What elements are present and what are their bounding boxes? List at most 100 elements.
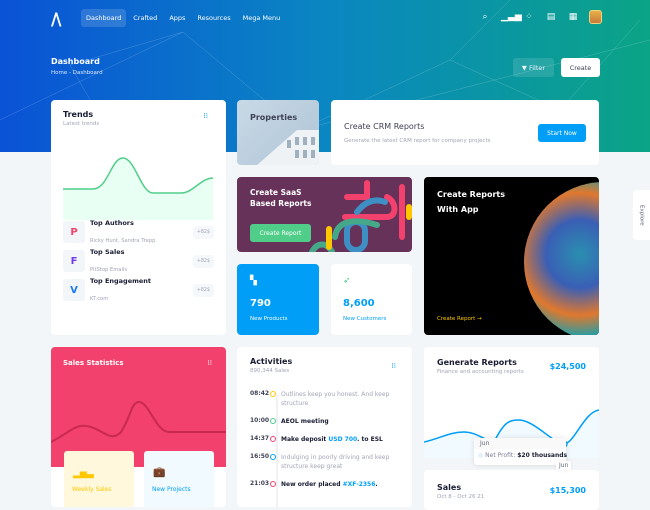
- nav-crafted[interactable]: Crafted: [133, 14, 158, 22]
- saas-card: Create SaaS Based Reports Create Report: [237, 177, 412, 252]
- generate-reports-card: Generate Reports Finance and accounting …: [424, 347, 599, 470]
- customers-label: New Customers: [343, 316, 387, 322]
- sales-statistics-card: Sales Statistics ⁞⁞ ▂▅▃ Weekly Sales 💼 N…: [51, 347, 226, 507]
- crm-subtitle: Generate the latest CRM report for compa…: [344, 138, 491, 144]
- breadcrumb-current: Dashboard: [72, 70, 103, 76]
- create-report-button[interactable]: Create Report: [250, 224, 311, 242]
- timeline-dot-icon: [270, 436, 276, 442]
- figma-icon: F: [63, 250, 85, 272]
- new-projects-label: New Projects: [152, 486, 191, 493]
- pinterest-icon: P: [63, 221, 85, 243]
- trend-badge: +82$: [192, 225, 214, 239]
- search-icon[interactable]: ⌕: [482, 12, 488, 22]
- timeline-dot-icon: [270, 454, 276, 460]
- explore-label: Explore: [638, 204, 645, 226]
- breadcrumb: Home - Dashboard: [51, 70, 103, 76]
- trend-name: Top Authors: [90, 218, 134, 227]
- app-title-line1: Create Reports: [437, 190, 506, 199]
- saas-title-line2: Based Reports: [250, 199, 312, 208]
- activity-item: 10:00 AEOL meeting: [250, 417, 391, 426]
- activity-link[interactable]: #XF-2356: [342, 481, 376, 488]
- activity-item: 21:03 New order placed #XF-2356.: [250, 480, 391, 489]
- activity-text-main: AEOL meeting: [281, 418, 329, 425]
- crm-title: Create CRM Reports: [344, 122, 425, 131]
- new-customers-card[interactable]: ➶ 8,600 New Customers: [331, 264, 412, 335]
- start-now-button[interactable]: Start Now: [538, 124, 586, 142]
- products-value: 790: [250, 298, 271, 309]
- sales-stats-title: Sales Statistics: [63, 359, 124, 367]
- trend-item[interactable]: F Top Sales PitStop Emails +82$: [63, 247, 214, 273]
- activity-text-tail: .: [375, 481, 378, 488]
- breadcrumb-home[interactable]: Home: [51, 70, 68, 76]
- timeline-line: [276, 395, 278, 507]
- nav-apps[interactable]: Apps: [169, 14, 186, 22]
- properties-title: Properties: [250, 113, 298, 122]
- activity-time: 08:42: [250, 390, 270, 397]
- activity-time: 16:50: [250, 453, 270, 460]
- trend-item[interactable]: P Top Authors Ricky Hunt, Sandra Trepp +8…: [63, 218, 214, 244]
- avatar[interactable]: [589, 10, 602, 24]
- activity-time: 21:03: [250, 480, 270, 487]
- app-link-label: Create Report: [437, 316, 476, 322]
- arrow-right-icon: →: [477, 316, 482, 322]
- topbar-icons: ⌕ ▁▃▅ ⁘ ▤ ▦: [479, 10, 602, 24]
- activity-text-main: Indulging in poorly driving and keep str…: [281, 454, 390, 470]
- activities-card: Activities 890,344 Sales ⁞⁞ 08:42 Outline…: [237, 347, 412, 507]
- trend-name: Top Sales: [90, 247, 125, 256]
- properties-card[interactable]: Properties: [237, 100, 319, 165]
- trend-badge: +82$: [192, 283, 214, 297]
- activity-item: 14:37 Make deposit USD 700. to ESL: [250, 435, 391, 444]
- tooltip-series: Net Profit:: [485, 452, 516, 459]
- app-create-report-link[interactable]: Create Report →: [437, 316, 482, 322]
- tooltip-dot-icon: ●: [478, 452, 484, 459]
- activity-text: Indulging in poorly driving and keep str…: [281, 453, 391, 471]
- activities-subtitle: 890,344 Sales: [250, 368, 290, 374]
- logo[interactable]: /\: [51, 10, 62, 30]
- sales-chart: [51, 400, 226, 443]
- activity-item: 16:50 Indulging in poorly driving and kee…: [250, 453, 391, 471]
- vimeo-icon: V: [63, 279, 85, 301]
- nav-mega-menu[interactable]: Mega Menu: [242, 14, 281, 22]
- sales-subtitle: Oct 8 - Oct 26 21: [437, 494, 485, 500]
- building-image: [257, 130, 319, 165]
- menu-dots-icon[interactable]: ⁞⁞: [391, 362, 396, 370]
- activity-text: Outlines keep you honest. And keep struc…: [281, 390, 391, 408]
- create-button[interactable]: Create: [561, 58, 600, 77]
- trend-badge: +82$: [192, 254, 214, 268]
- x-axis-label: Jun: [556, 461, 572, 470]
- trend-item[interactable]: V Top Engagement KT.com +82$: [63, 277, 214, 302]
- chart-icon[interactable]: ▁▃▅: [501, 12, 522, 22]
- chat-icon[interactable]: ▤: [546, 12, 556, 22]
- chart-tooltip: Jun ● Net Profit: $20 thousands: [474, 438, 567, 465]
- trend-sub: KT.com: [90, 295, 109, 302]
- activity-time: 10:00: [250, 417, 270, 424]
- bar-chart-icon: ▂▅▃: [73, 469, 94, 479]
- planet-image: [524, 182, 599, 335]
- apps-dots-icon[interactable]: ⁘: [525, 12, 533, 22]
- new-projects-tile[interactable]: 💼 New Projects: [144, 451, 214, 507]
- activity-link[interactable]: USD 700: [328, 436, 358, 443]
- app-title-line2: With App: [437, 205, 479, 214]
- activity-text: AEOL meeting: [281, 417, 391, 426]
- new-products-card[interactable]: ▚ 790 New Products: [237, 264, 319, 335]
- saas-title-line1: Create SaaS: [250, 188, 302, 197]
- trends-card: Trends Latest trends ⁞⁞ P Top Authors Ric…: [51, 100, 226, 335]
- briefcase-icon: 💼: [153, 467, 166, 478]
- activity-text: New order placed #XF-2356.: [281, 480, 391, 489]
- explore-tab[interactable]: Explore: [633, 190, 650, 240]
- nav-dashboard[interactable]: Dashboard: [81, 9, 127, 27]
- generate-amount: $24,500: [549, 362, 586, 371]
- nav-resources[interactable]: Resources: [197, 14, 231, 22]
- timeline-dot-icon: [270, 418, 276, 424]
- weekly-sales-tile[interactable]: ▂▅▃ Weekly Sales: [64, 451, 134, 507]
- menu-dots-icon[interactable]: ⁞⁞: [203, 112, 208, 120]
- generate-title: Generate Reports: [437, 358, 517, 367]
- grid-icon[interactable]: ▦: [568, 12, 578, 22]
- products-icon: ▚: [250, 276, 257, 286]
- trend-sub: Ricky Hunt, Sandra Trepp: [90, 237, 156, 244]
- activity-text-main: Outlines keep you honest. And keep struc…: [281, 391, 390, 407]
- filter-button[interactable]: ▼ Filter: [513, 58, 554, 77]
- menu-dots-icon[interactable]: ⁞⁞: [207, 359, 212, 367]
- rocket-icon: ➶: [343, 276, 351, 286]
- trends-title: Trends: [63, 110, 94, 119]
